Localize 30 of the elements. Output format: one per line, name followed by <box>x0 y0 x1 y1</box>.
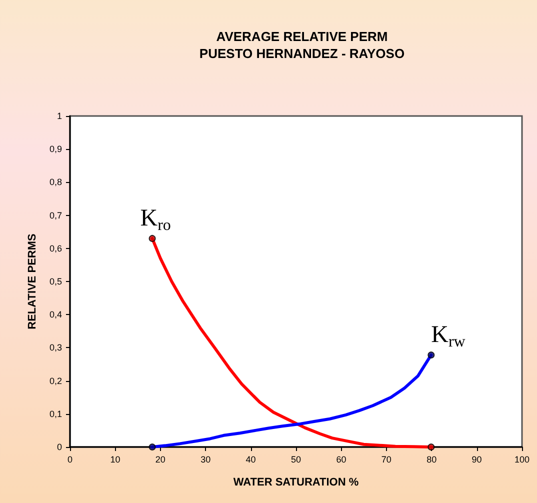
x-axis-title: WATER SATURATION % <box>233 476 359 488</box>
y-tick-label: 0,5 <box>49 276 62 286</box>
point <box>428 351 435 358</box>
x-tick-label: 70 <box>381 454 392 464</box>
x-tick-label: 60 <box>336 454 346 464</box>
point <box>148 234 156 242</box>
x-tick-label: 10 <box>110 454 120 464</box>
y-tick-label: 0 <box>56 442 62 452</box>
y-tick-label: 0,2 <box>49 376 62 386</box>
x-tick-label: 30 <box>200 454 211 464</box>
x-tick-label: 100 <box>514 454 530 464</box>
x-tick-label: 90 <box>472 454 482 464</box>
y-tick-label: 0,9 <box>49 144 62 154</box>
x-tick-label: 20 <box>155 454 166 464</box>
x-tick-label: 0 <box>67 454 73 464</box>
x-tick-label: 50 <box>290 454 302 464</box>
x-tick-label: 80 <box>426 454 437 464</box>
point <box>428 444 435 450</box>
x-tick-label: 40 <box>246 454 256 464</box>
point <box>148 444 156 450</box>
chart-title: AVERAGE RELATIVE PERM <box>216 29 388 44</box>
y-tick-label: 1 <box>56 111 62 121</box>
y-tick-label: 0,4 <box>49 310 62 320</box>
chart-subtitle: PUESTO HERNANDEZ - RAYOSO <box>199 46 405 61</box>
y-tick-label: 0,6 <box>49 243 62 254</box>
y-axis-title: RELATIVE PERMS <box>26 234 38 330</box>
y-tick-label: 0,1 <box>49 408 62 419</box>
y-tick-label: 0,3 <box>49 342 62 353</box>
y-tick-label: 0,7 <box>49 210 62 220</box>
y-tick-label: 0,8 <box>49 177 62 188</box>
